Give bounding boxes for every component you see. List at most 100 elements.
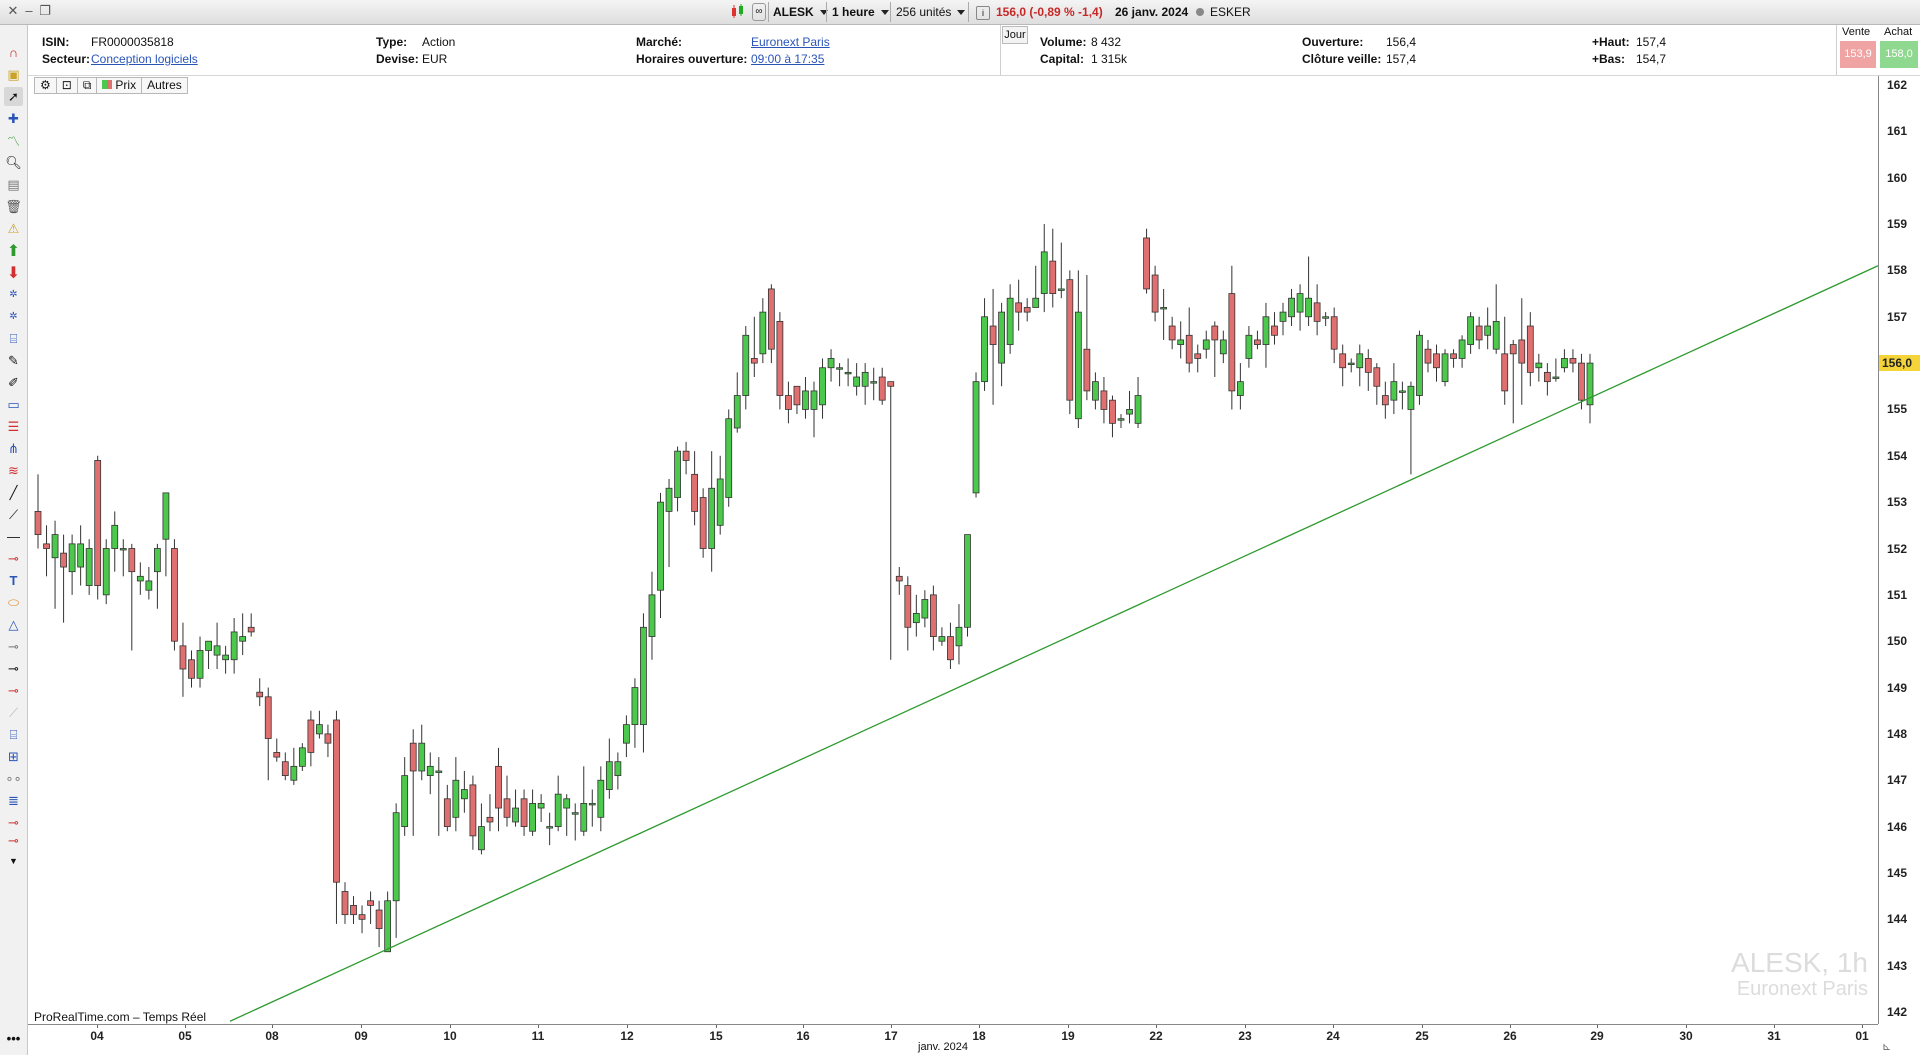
candle[interactable] (1092, 372, 1099, 410)
candle[interactable] (239, 613, 247, 656)
candle[interactable] (1526, 312, 1534, 387)
achat-button[interactable]: 158,0 (1880, 41, 1918, 68)
candle[interactable] (324, 724, 332, 758)
candle[interactable] (861, 363, 869, 405)
candle[interactable] (802, 377, 809, 419)
candle[interactable] (128, 543, 136, 651)
candle[interactable] (1441, 349, 1449, 387)
candle[interactable] (179, 622, 187, 697)
candle[interactable] (1143, 228, 1150, 294)
candle[interactable] (358, 905, 366, 934)
candle[interactable] (281, 752, 289, 781)
candle[interactable] (819, 358, 826, 419)
candle[interactable] (60, 534, 67, 623)
candle[interactable] (486, 794, 494, 832)
marche-link[interactable]: Euronext Paris (751, 35, 830, 49)
candle[interactable] (154, 543, 161, 609)
candle[interactable] (998, 302, 1005, 387)
candlestick-plot[interactable] (28, 76, 1878, 1024)
gann-icon[interactable]: ≋ (8, 462, 19, 478)
candle[interactable] (1151, 265, 1159, 322)
candle[interactable] (435, 757, 443, 836)
candle[interactable] (1364, 349, 1372, 391)
candle[interactable] (213, 622, 221, 670)
candle[interactable] (1279, 302, 1287, 336)
candle[interactable] (691, 451, 699, 526)
candle[interactable] (418, 724, 426, 781)
candle[interactable] (708, 451, 716, 572)
candle[interactable] (1288, 288, 1295, 327)
info-icon[interactable]: i (976, 6, 990, 20)
fan-icon[interactable]: ≣ (8, 792, 19, 808)
candle[interactable] (964, 534, 971, 637)
candle[interactable] (469, 775, 477, 850)
candle[interactable] (1049, 228, 1057, 308)
candle[interactable] (1552, 358, 1560, 382)
candle[interactable] (409, 729, 417, 836)
candle[interactable] (443, 784, 451, 832)
ray-red-icon[interactable]: ⊸ (8, 814, 19, 830)
candle[interactable] (1356, 344, 1364, 387)
candle[interactable] (1313, 284, 1321, 336)
candle[interactable] (1254, 330, 1261, 350)
candle[interactable] (1416, 330, 1423, 405)
candle[interactable] (162, 492, 170, 577)
candle[interactable] (904, 576, 912, 651)
time-axis[interactable]: janv. 2024 04 05 08 09 10 11 12 15 16 17 18 19 22 23 2… (28, 1024, 1878, 1056)
candle[interactable] (1535, 353, 1543, 382)
candle[interactable] (222, 645, 229, 674)
candle[interactable] (51, 520, 59, 609)
corner-settings-icon[interactable]: ⊾ (1882, 1041, 1892, 1053)
candle[interactable] (1330, 307, 1338, 364)
candle[interactable] (810, 381, 818, 438)
ellipse-icon[interactable]: ⬭ (7, 594, 20, 610)
candle[interactable] (938, 627, 946, 646)
candle[interactable] (460, 770, 468, 813)
candle[interactable] (699, 488, 707, 558)
horizontal-line-icon[interactable]: — (7, 529, 20, 544)
candle[interactable] (793, 385, 801, 415)
chart-settings-icon[interactable]: ⚙︎ (34, 77, 57, 94)
brush-icon[interactable]: ✐ (8, 374, 19, 390)
candle[interactable] (657, 492, 664, 619)
candle[interactable] (1194, 344, 1202, 373)
candle[interactable] (930, 585, 937, 651)
horizontal-ray-icon[interactable]: ⊸ (8, 550, 19, 566)
candle[interactable] (844, 358, 852, 387)
candle[interactable] (640, 613, 647, 753)
candle[interactable] (1390, 363, 1398, 415)
line-disabled-icon[interactable]: ⟋ (8, 704, 19, 720)
candle[interactable] (870, 367, 878, 401)
candle[interactable] (853, 363, 861, 396)
candle[interactable] (478, 803, 485, 855)
candle[interactable] (1023, 298, 1031, 322)
candle[interactable] (631, 678, 639, 748)
candle[interactable] (111, 511, 119, 572)
candle[interactable] (1228, 265, 1236, 410)
candle[interactable] (68, 534, 76, 595)
candle[interactable] (1586, 353, 1594, 424)
interval-selector[interactable]: 1 heure (832, 3, 889, 21)
more-tools-icon[interactable]: ••• (6, 1031, 21, 1046)
candle[interactable] (495, 747, 502, 832)
line-node-red-icon[interactable]: ⊸ (8, 682, 19, 698)
candle[interactable] (333, 710, 340, 924)
candle[interactable] (785, 381, 792, 424)
candle[interactable] (648, 571, 656, 660)
candle[interactable] (571, 803, 579, 841)
candle[interactable] (1117, 414, 1125, 428)
candle[interactable] (520, 789, 528, 836)
candle[interactable] (392, 803, 400, 938)
pattern-abcd-icon[interactable]: ✲ (9, 311, 18, 322)
minimize-window-icon[interactable]: – (25, 3, 33, 18)
trash-icon[interactable]: 🗑︎ (5, 198, 22, 214)
candle[interactable] (623, 715, 630, 758)
candle[interactable] (273, 738, 281, 762)
candle[interactable] (307, 710, 315, 767)
fib-time-icon[interactable]: ⊞ (8, 748, 19, 764)
trendline-icon[interactable]: ╱ (9, 484, 18, 500)
candle[interactable] (503, 775, 511, 827)
jour-tab[interactable]: Jour (1002, 26, 1028, 44)
candle[interactable] (759, 298, 767, 364)
candle[interactable] (512, 789, 519, 827)
